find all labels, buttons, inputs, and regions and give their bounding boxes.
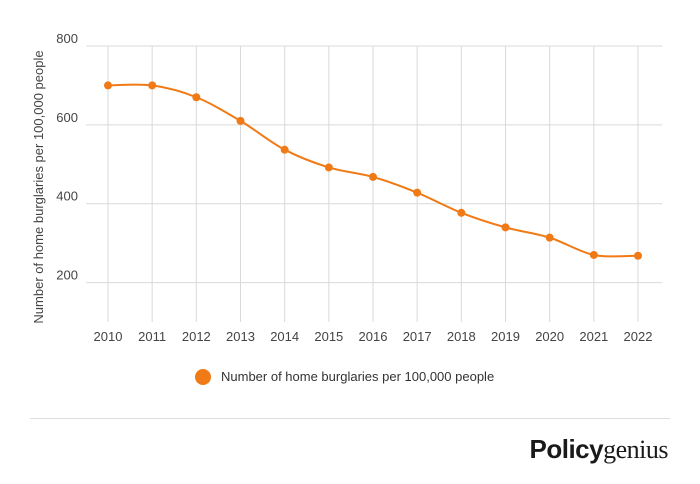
x-tick-label: 2020 <box>535 329 564 344</box>
x-tick-label: 2012 <box>182 329 211 344</box>
x-tick-label: 2021 <box>579 329 608 344</box>
data-point <box>104 81 112 90</box>
y-axis-ticks: 200 400 600 800 <box>56 31 78 283</box>
brand-logo-part2: genius <box>603 435 668 464</box>
legend-label: Number of home burglaries per 100,000 pe… <box>221 369 494 384</box>
data-point <box>457 208 466 217</box>
y-tick-label: 600 <box>56 110 78 125</box>
x-tick-label: 2018 <box>447 329 476 344</box>
brand-logo-part1: Policy <box>529 434 604 464</box>
grid-lines <box>86 45 662 322</box>
data-point <box>634 251 642 260</box>
data-point <box>413 188 422 197</box>
x-tick-label: 2022 <box>624 329 653 344</box>
data-point <box>369 172 377 181</box>
x-tick-label: 2019 <box>491 329 520 344</box>
x-axis-ticks: 2010 2011 2012 2013 2014 2015 2016 2017 2018 2019… <box>94 329 653 344</box>
x-tick-label: 2016 <box>359 329 388 344</box>
data-point <box>192 93 201 102</box>
data-point <box>545 233 554 242</box>
x-tick-label: 2017 <box>403 329 432 344</box>
x-tick-label: 2011 <box>138 329 166 344</box>
footer-divider <box>30 418 670 419</box>
x-tick-label: 2010 <box>94 329 123 344</box>
data-point <box>324 163 333 172</box>
y-tick-label: 200 <box>56 268 78 283</box>
x-tick-label: 2015 <box>314 329 343 344</box>
y-tick-label: 800 <box>56 31 78 46</box>
data-point <box>589 250 598 259</box>
x-tick-label: 2013 <box>226 329 255 344</box>
data-point <box>236 116 245 125</box>
data-point <box>148 81 157 90</box>
legend-marker <box>195 369 211 385</box>
series-points <box>104 81 642 260</box>
y-axis-label: Number of home burglaries per 100,000 pe… <box>31 50 46 323</box>
y-tick-label: 400 <box>56 189 78 204</box>
legend: Number of home burglaries per 100,000 pe… <box>195 369 494 385</box>
data-point <box>280 145 289 154</box>
data-point <box>501 223 510 232</box>
brand-logo: Policygenius <box>529 434 669 465</box>
x-tick-label: 2014 <box>270 329 299 344</box>
